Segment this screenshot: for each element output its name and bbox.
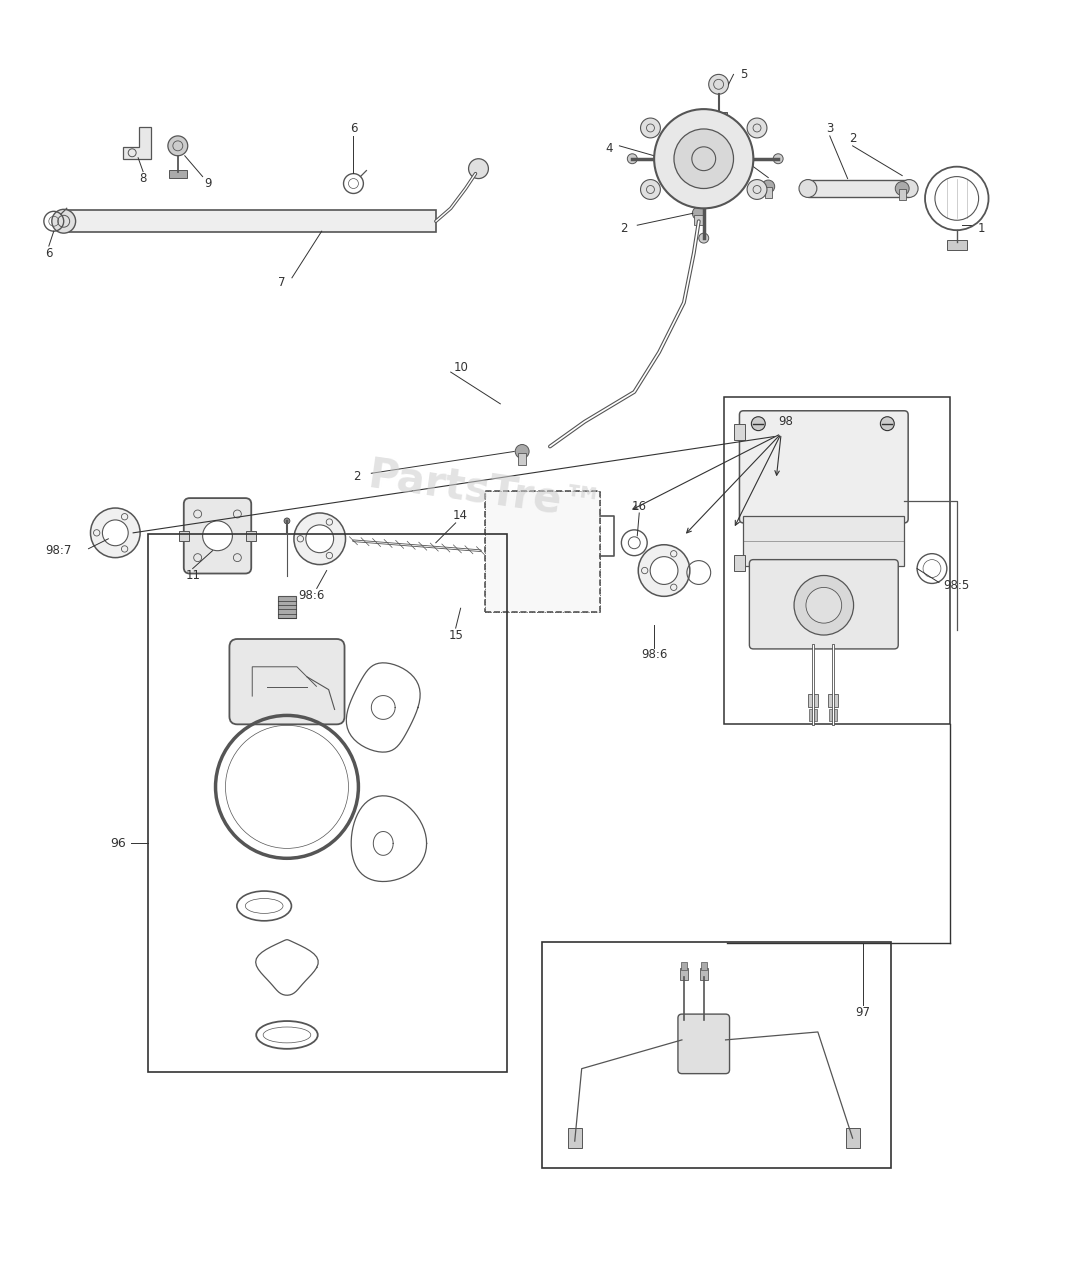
Circle shape — [516, 444, 530, 458]
Bar — [733, 554, 745, 571]
Bar — [846, 1128, 860, 1148]
Text: 11: 11 — [185, 570, 200, 582]
Bar — [766, 187, 772, 198]
Bar — [701, 963, 707, 970]
Text: 2: 2 — [353, 470, 361, 483]
Text: 98:7: 98:7 — [45, 544, 71, 557]
Text: 2: 2 — [730, 142, 738, 155]
Bar — [947, 241, 967, 250]
Circle shape — [103, 520, 128, 545]
Circle shape — [692, 207, 705, 220]
Text: PartsTre™: PartsTre™ — [365, 454, 605, 529]
Bar — [809, 709, 817, 722]
Bar — [808, 179, 909, 197]
Bar — [278, 596, 296, 618]
Circle shape — [896, 182, 909, 196]
Bar — [700, 969, 707, 980]
Text: 7: 7 — [278, 276, 286, 289]
Circle shape — [293, 513, 345, 564]
Text: 4: 4 — [605, 142, 613, 155]
Circle shape — [203, 521, 233, 550]
Text: 97: 97 — [854, 1006, 870, 1019]
Bar — [899, 188, 905, 201]
Circle shape — [806, 588, 841, 623]
Bar — [710, 113, 727, 122]
Text: 8: 8 — [140, 172, 147, 186]
Bar — [246, 531, 257, 540]
Circle shape — [794, 576, 853, 635]
Text: 10: 10 — [453, 361, 468, 374]
Circle shape — [799, 179, 817, 197]
Bar — [485, 492, 600, 612]
Bar — [827, 694, 838, 708]
Circle shape — [880, 417, 895, 430]
Text: 96: 96 — [110, 837, 126, 850]
Circle shape — [640, 118, 661, 138]
FancyBboxPatch shape — [749, 559, 898, 649]
Bar — [694, 215, 703, 225]
Polygon shape — [123, 127, 151, 159]
Bar — [485, 492, 600, 612]
Text: 98: 98 — [779, 415, 794, 429]
Circle shape — [284, 518, 290, 524]
Text: 2: 2 — [849, 132, 857, 146]
Text: 2: 2 — [621, 221, 628, 234]
Circle shape — [708, 74, 729, 95]
Circle shape — [638, 545, 690, 596]
Text: 98:6: 98:6 — [299, 589, 325, 602]
Circle shape — [900, 179, 918, 197]
Circle shape — [52, 210, 76, 233]
Circle shape — [747, 179, 767, 200]
Bar — [518, 453, 526, 466]
Text: 98:6: 98:6 — [641, 649, 667, 662]
Bar — [808, 694, 818, 708]
Circle shape — [674, 129, 733, 188]
Circle shape — [752, 417, 766, 430]
Circle shape — [650, 557, 678, 585]
Bar — [733, 424, 745, 439]
Circle shape — [168, 136, 187, 156]
Circle shape — [469, 159, 488, 179]
FancyBboxPatch shape — [230, 639, 344, 724]
Bar — [828, 709, 837, 722]
Text: 6: 6 — [45, 247, 53, 260]
Circle shape — [627, 154, 637, 164]
Text: 9: 9 — [204, 177, 211, 189]
Circle shape — [640, 179, 661, 200]
Text: 16: 16 — [631, 499, 647, 512]
Bar — [723, 397, 950, 724]
Text: 14: 14 — [453, 509, 468, 522]
Bar — [743, 516, 904, 566]
Text: 6: 6 — [350, 123, 357, 136]
Circle shape — [305, 525, 334, 553]
Text: 15: 15 — [448, 628, 464, 641]
FancyBboxPatch shape — [740, 411, 909, 524]
Bar — [680, 969, 688, 980]
Circle shape — [91, 508, 140, 558]
Circle shape — [654, 109, 754, 209]
Text: 1: 1 — [978, 221, 986, 234]
Text: 5: 5 — [740, 68, 747, 81]
Bar — [169, 170, 186, 178]
Circle shape — [747, 118, 767, 138]
FancyBboxPatch shape — [678, 1014, 730, 1074]
Bar — [542, 942, 891, 1167]
Circle shape — [699, 233, 708, 243]
Bar — [64, 210, 435, 232]
Bar — [567, 1128, 582, 1148]
FancyBboxPatch shape — [184, 498, 251, 573]
Bar — [179, 531, 188, 540]
Bar — [148, 534, 507, 1071]
Circle shape — [761, 180, 774, 193]
Circle shape — [773, 154, 783, 164]
Bar — [681, 963, 687, 970]
Text: 98:5: 98:5 — [943, 579, 970, 591]
Text: 3: 3 — [826, 123, 834, 136]
